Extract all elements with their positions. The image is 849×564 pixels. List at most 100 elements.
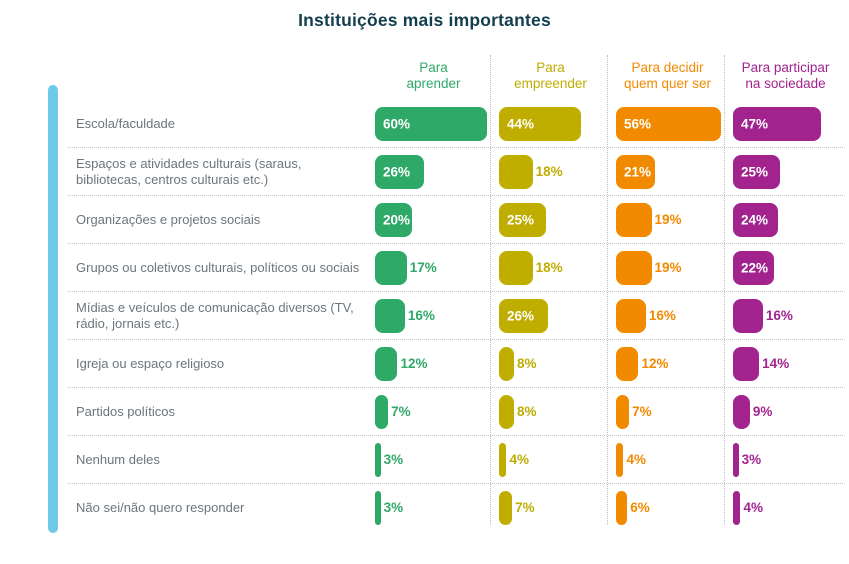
bar-aprender: 60%	[375, 106, 488, 141]
bar-value-label: 4%	[509, 452, 529, 467]
chart-row: Não sei/não quero responder 3% 7% 6% 4%	[68, 483, 845, 531]
column-divider	[724, 55, 725, 525]
bar-cell: 18%	[492, 148, 609, 195]
bar-cell: 3%	[375, 436, 492, 483]
bar-participar: 24%	[733, 202, 778, 237]
bar-decidir: 56%	[616, 106, 721, 141]
row-label: Organizações e projetos sociais	[76, 211, 261, 227]
bar-cell: 7%	[609, 388, 726, 435]
bar-decidir	[616, 250, 652, 285]
bar-value-label: 26%	[507, 308, 535, 323]
row-label: Mídias e veículos de comunicação diverso…	[76, 299, 354, 331]
bar-value-label: 18%	[535, 260, 563, 275]
bar-value-label: 3%	[741, 452, 762, 467]
bar-value-label: 4%	[743, 500, 763, 515]
bar-value-label: 16%	[648, 308, 676, 323]
chart-row: Partidos políticos 7% 8% 7% 9%	[68, 387, 845, 435]
column-divider	[490, 55, 491, 525]
bar-value-label: 19%	[654, 212, 682, 227]
row-label: Espaços e atividades culturais (saraus, …	[76, 155, 302, 187]
bar-decidir	[616, 394, 630, 429]
bar-participar	[733, 490, 741, 525]
bar-cell: 22%	[726, 244, 845, 291]
bar-empreender	[499, 442, 507, 477]
row-label: Igreja ou espaço religioso	[76, 355, 225, 371]
bar-cell: 16%	[609, 292, 726, 339]
bar-aprender	[375, 250, 407, 285]
bar-value-label: 16%	[407, 308, 435, 323]
column-divider	[607, 55, 608, 525]
series-header-participar: Para participar na sociedade	[741, 59, 830, 91]
bar-aprender	[375, 298, 405, 333]
bar-value-label: 3%	[383, 452, 404, 467]
bar-cell: 14%	[726, 340, 845, 387]
bar-value-label: 19%	[654, 260, 682, 275]
bar-cell: 16%	[375, 292, 492, 339]
chart-row: Igreja ou espaço religioso 12% 8% 12% 14%	[68, 339, 845, 387]
bar-value-label: 22%	[741, 260, 769, 275]
bar-value-label: 20%	[383, 212, 411, 227]
bar-aprender	[375, 394, 389, 429]
bar-value-label: 8%	[516, 404, 537, 419]
series-header-aprender: Para aprender	[406, 59, 461, 91]
bar-cell: 20%	[375, 196, 492, 243]
bar-aprender	[375, 346, 398, 381]
bar-value-label: 12%	[641, 356, 669, 371]
bar-empreender: 44%	[499, 106, 582, 141]
bar-value-label: 7%	[632, 404, 652, 419]
bar-value-label: 9%	[752, 404, 773, 419]
bar-participar: 47%	[733, 106, 821, 141]
bar-empreender	[499, 394, 514, 429]
bar-value-label: 47%	[741, 116, 769, 131]
bar-cell: 26%	[375, 148, 492, 195]
bar-cell: 17%	[375, 244, 492, 291]
bar-aprender	[375, 442, 381, 477]
chart-row: Espaços e atividades culturais (saraus, …	[68, 147, 845, 195]
row-label-header-spacer	[68, 55, 375, 100]
row-label: Grupos ou coletivos culturais, políticos…	[76, 259, 360, 275]
bar-cell: 9%	[726, 388, 845, 435]
bar-aprender	[375, 490, 381, 525]
bar-cell: 4%	[609, 436, 726, 483]
bar-value-label: 24%	[741, 212, 769, 227]
bar-cell: 8%	[492, 340, 609, 387]
bar-participar	[733, 394, 750, 429]
left-accent-bar	[48, 85, 58, 533]
bar-empreender: 25%	[499, 202, 546, 237]
bar-aprender: 26%	[375, 154, 424, 189]
row-label: Escola/faculdade	[76, 115, 176, 131]
bar-cell: 24%	[726, 196, 845, 243]
bar-aprender: 20%	[375, 202, 413, 237]
bar-value-label: 44%	[507, 116, 535, 131]
chart-area: Para aprender Para empreender Para decid…	[48, 55, 845, 545]
bar-value-label: 18%	[535, 164, 563, 179]
bar-cell: 60%	[375, 100, 492, 147]
bar-participar	[733, 346, 760, 381]
bar-cell: 21%	[609, 148, 726, 195]
bar-decidir	[616, 490, 628, 525]
bar-cell: 18%	[492, 244, 609, 291]
bar-cell: 19%	[609, 244, 726, 291]
bar-value-label: 17%	[409, 260, 437, 275]
bar-value-label: 21%	[624, 164, 652, 179]
bar-decidir	[616, 202, 652, 237]
bar-value-label: 3%	[383, 500, 404, 515]
bar-decidir	[616, 346, 639, 381]
bar-cell: 4%	[492, 436, 609, 483]
bar-empreender: 26%	[499, 298, 548, 333]
chart-row: Organizações e projetos sociais 20% 25% 19…	[68, 195, 845, 243]
bar-value-label: 16%	[765, 308, 793, 323]
chart-rows: Escola/faculdade 60% 44% 56% 47% Espaços e …	[68, 100, 845, 531]
bar-empreender	[499, 250, 533, 285]
bar-cell: 3%	[726, 436, 845, 483]
bar-decidir	[616, 442, 624, 477]
bar-cell: 25%	[726, 148, 845, 195]
bar-value-label: 8%	[516, 356, 537, 371]
bar-participar: 22%	[733, 250, 775, 285]
bar-cell: 4%	[726, 484, 845, 531]
bar-cell: 47%	[726, 100, 845, 147]
bar-cell: 6%	[609, 484, 726, 531]
bar-empreender	[499, 346, 514, 381]
row-label: Partidos políticos	[76, 403, 175, 419]
bar-value-label: 12%	[400, 356, 428, 371]
